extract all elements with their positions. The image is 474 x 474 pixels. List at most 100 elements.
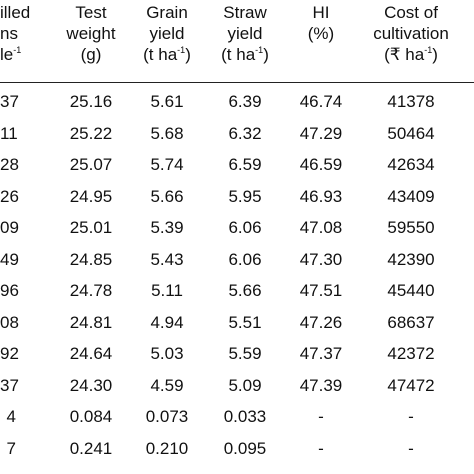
header-col-filled-grains-line-1: illed xyxy=(0,3,31,22)
cell-grain-yield: 5.68 xyxy=(150,123,184,143)
cell-straw-yield: 6.32 xyxy=(228,123,262,143)
cell-hi: 47.37 xyxy=(299,344,343,363)
table-row: 08 24.81 4.94 5.51 47.26 68637 xyxy=(0,307,474,338)
cell-test-weight: 24.81 xyxy=(69,312,113,332)
cell-test-weight: 24.64 xyxy=(69,344,113,363)
cell-straw-yield: 5.95 xyxy=(228,186,262,206)
table-row: 96 24.78 5.11 5.66 47.51 45440 xyxy=(0,275,474,306)
table-row: 37 25.16 5.61 6.39 46.74 41378 xyxy=(0,86,474,117)
cell-filled-grains: 96 xyxy=(0,281,19,300)
cell-straw-yield: 5.66 xyxy=(228,281,262,300)
cell-straw-yield: 0.033 xyxy=(223,407,267,426)
header-col-straw-yield: Straw yield (t ha-1) xyxy=(210,2,280,65)
header-col-straw-yield-line-3: (t ha-1) xyxy=(221,45,269,64)
cell-test-weight: 25.01 xyxy=(69,218,113,237)
table-row: 4 0.084 0.073 0.033 - - xyxy=(0,401,474,432)
table-row: 26 24.95 5.66 5.95 46.93 43409 xyxy=(0,181,474,212)
cell-straw-yield: 6.59 xyxy=(228,155,262,174)
cell-cost-of-cultivation: 45440 xyxy=(387,281,435,300)
header-col-straw-yield-line-1: Straw xyxy=(223,3,267,22)
cell-test-weight: 24.78 xyxy=(69,281,113,300)
cell-cost-of-cultivation: 42634 xyxy=(387,155,435,174)
header-col-filled-grains-line-3: le-1 xyxy=(0,45,22,64)
cell-test-weight: 0.241 xyxy=(69,438,113,458)
header-col-grain-yield-line-3: (t ha-1) xyxy=(143,45,191,64)
superscript-minus-one: -1 xyxy=(424,45,433,55)
cell-test-weight: 25.22 xyxy=(69,123,113,143)
cell-straw-yield: 6.06 xyxy=(228,249,262,269)
cell-test-weight: 24.30 xyxy=(69,375,113,395)
cell-test-weight: 24.95 xyxy=(69,186,113,206)
cell-test-weight: 24.85 xyxy=(69,249,113,269)
table-row: 11 25.22 5.68 6.32 47.29 50464 xyxy=(0,118,474,149)
header-col-test-weight-line-2: weight xyxy=(66,24,116,43)
cell-test-weight: 0.084 xyxy=(69,407,113,426)
cell-filled-grains: 37 xyxy=(0,375,19,395)
header-col-cost-line-3: (₹ ha-1) xyxy=(384,45,438,64)
cell-grain-yield: 5.03 xyxy=(150,344,184,363)
cell-hi: 47.29 xyxy=(299,123,343,143)
header-col-hi-line-1: HI xyxy=(312,3,330,22)
header-divider xyxy=(0,82,474,83)
cell-filled-grains: 09 xyxy=(0,218,19,237)
cell-cost-of-cultivation: - xyxy=(408,438,414,458)
cell-hi: 47.08 xyxy=(299,218,343,237)
cell-filled-grains: 4 xyxy=(6,407,16,426)
cell-straw-yield: 6.06 xyxy=(228,218,262,237)
cell-grain-yield: 4.59 xyxy=(150,375,184,395)
cell-grain-yield: 5.39 xyxy=(150,218,184,237)
header-col-test-weight: Test weight (g) xyxy=(56,2,126,65)
cell-hi: 47.51 xyxy=(299,281,343,300)
superscript-minus-one: -1 xyxy=(255,45,264,55)
cell-hi: 47.39 xyxy=(299,375,343,395)
cell-cost-of-cultivation: 43409 xyxy=(387,186,435,206)
cell-filled-grains: 37 xyxy=(0,92,19,111)
superscript-minus-one: -1 xyxy=(13,45,22,55)
cell-hi: 46.59 xyxy=(299,155,343,174)
header-col-grain-yield-line-1: Grain xyxy=(146,3,188,22)
table-row: 37 24.30 4.59 5.09 47.39 47472 xyxy=(0,370,474,401)
cell-cost-of-cultivation: 50464 xyxy=(387,123,435,143)
cell-cost-of-cultivation: 47472 xyxy=(387,375,435,395)
cell-grain-yield: 4.94 xyxy=(150,312,184,332)
cell-cost-of-cultivation: 68637 xyxy=(387,312,435,332)
cell-hi: 46.74 xyxy=(299,92,343,111)
header-col-cost-line-2: cultivation xyxy=(373,24,449,43)
cell-grain-yield: 0.210 xyxy=(145,438,189,458)
cell-grain-yield: 5.43 xyxy=(150,249,184,269)
table-row: 49 24.85 5.43 6.06 47.30 42390 xyxy=(0,244,474,275)
header-col-cost-line-1: Cost of xyxy=(384,3,438,22)
header-col-cost-of-cultivation: Cost of cultivation (₹ ha-1) xyxy=(366,2,456,65)
cell-hi: 47.26 xyxy=(299,312,343,332)
cell-filled-grains: 28 xyxy=(0,155,19,174)
header-col-straw-yield-line-2: yield xyxy=(227,24,263,43)
cell-straw-yield: 6.39 xyxy=(228,92,262,111)
cell-cost-of-cultivation: 42390 xyxy=(387,249,435,269)
header-col-test-weight-line-3: (g) xyxy=(80,45,102,64)
cell-hi: 47.30 xyxy=(299,249,343,269)
cell-filled-grains: 49 xyxy=(0,249,19,269)
cell-cost-of-cultivation: 59550 xyxy=(387,218,435,237)
header-col-hi: HI (%) xyxy=(286,2,356,44)
cell-straw-yield: 5.51 xyxy=(228,312,262,332)
cell-filled-grains: 7 xyxy=(6,438,16,458)
superscript-minus-one: -1 xyxy=(177,45,186,55)
cell-straw-yield: 0.095 xyxy=(223,438,267,458)
table-row: 7 0.241 0.210 0.095 - - xyxy=(0,433,474,464)
cell-grain-yield: 5.74 xyxy=(150,155,184,174)
header-col-hi-line-2: (%) xyxy=(307,24,335,43)
cell-test-weight: 25.16 xyxy=(69,92,113,111)
cell-filled-grains: 11 xyxy=(0,123,18,143)
cell-hi: 46.93 xyxy=(299,186,343,206)
cell-hi: - xyxy=(318,438,324,458)
cell-straw-yield: 5.59 xyxy=(228,344,262,363)
header-col-filled-grains: illed ns le-1 xyxy=(0,2,44,65)
header-col-test-weight-line-1: Test xyxy=(75,3,107,22)
cell-filled-grains: 92 xyxy=(0,344,19,363)
table-row: 28 25.07 5.74 6.59 46.59 42634 xyxy=(0,149,474,180)
cell-grain-yield: 5.11 xyxy=(151,281,183,300)
header-col-grain-yield: Grain yield (t ha-1) xyxy=(134,2,200,65)
cell-cost-of-cultivation: 42372 xyxy=(387,344,435,363)
cell-grain-yield: 5.61 xyxy=(150,92,184,111)
